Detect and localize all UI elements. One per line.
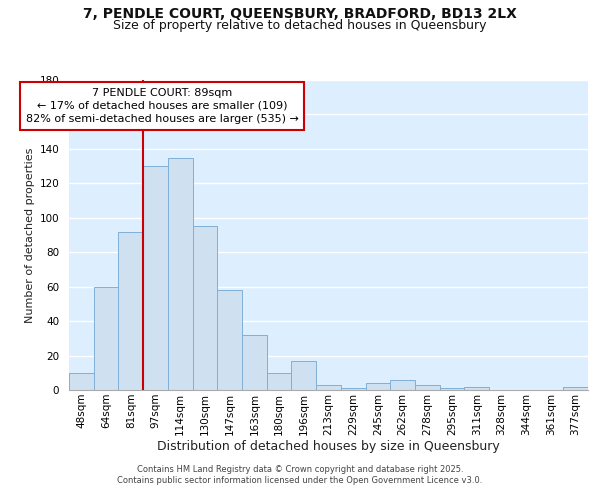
Bar	[464, 386, 489, 390]
Bar	[193, 226, 217, 390]
Bar	[563, 386, 588, 390]
Bar	[341, 388, 365, 390]
Y-axis label: Number of detached properties: Number of detached properties	[25, 148, 35, 322]
Bar	[143, 166, 168, 390]
Text: 7, PENDLE COURT, QUEENSBURY, BRADFORD, BD13 2LX: 7, PENDLE COURT, QUEENSBURY, BRADFORD, B…	[83, 8, 517, 22]
Bar	[242, 335, 267, 390]
Bar	[69, 373, 94, 390]
Bar	[168, 158, 193, 390]
X-axis label: Distribution of detached houses by size in Queensbury: Distribution of detached houses by size …	[157, 440, 500, 454]
Bar	[267, 373, 292, 390]
Bar	[365, 383, 390, 390]
Bar	[118, 232, 143, 390]
Bar	[292, 360, 316, 390]
Text: Contains public sector information licensed under the Open Government Licence v3: Contains public sector information licen…	[118, 476, 482, 485]
Bar	[316, 385, 341, 390]
Text: 7 PENDLE COURT: 89sqm
← 17% of detached houses are smaller (109)
82% of semi-det: 7 PENDLE COURT: 89sqm ← 17% of detached …	[26, 88, 299, 124]
Bar	[94, 286, 118, 390]
Text: Contains HM Land Registry data © Crown copyright and database right 2025.: Contains HM Land Registry data © Crown c…	[137, 465, 463, 474]
Bar	[217, 290, 242, 390]
Bar	[440, 388, 464, 390]
Bar	[415, 385, 440, 390]
Bar	[390, 380, 415, 390]
Text: Size of property relative to detached houses in Queensbury: Size of property relative to detached ho…	[113, 18, 487, 32]
